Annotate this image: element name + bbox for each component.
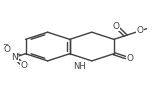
Text: O: O	[113, 22, 120, 31]
Text: O: O	[20, 61, 27, 70]
Text: N: N	[11, 53, 18, 62]
Text: +: +	[15, 52, 21, 58]
Text: O: O	[127, 55, 134, 63]
Text: −: −	[2, 42, 8, 49]
Text: NH: NH	[73, 62, 86, 71]
Text: O: O	[137, 26, 144, 35]
Text: O: O	[3, 45, 10, 54]
